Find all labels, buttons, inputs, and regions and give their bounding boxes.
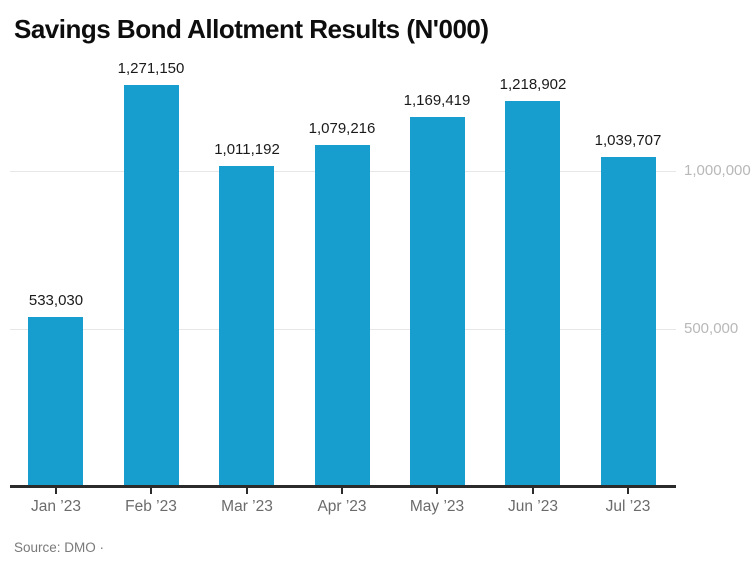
x-axis-label: Jul ’23 [605, 498, 651, 515]
x-axis-tick [532, 488, 534, 494]
y-axis-tick-label: 1,000,000 [684, 162, 751, 179]
bar [315, 145, 370, 485]
bar [505, 101, 560, 485]
x-axis-label: May ’23 [409, 498, 465, 515]
bar [410, 117, 465, 485]
x-axis-tick [150, 488, 152, 494]
x-axis-label: Apr ’23 [317, 498, 367, 515]
bar [124, 85, 179, 485]
bar-value-label: 1,271,150 [117, 60, 185, 77]
x-axis-tick [341, 488, 343, 494]
y-axis-tick-label: 500,000 [684, 320, 739, 337]
x-axis-tick [55, 488, 57, 494]
x-axis-tick [436, 488, 438, 494]
source-note: Source: DMO · [14, 540, 105, 555]
bar-value-label: 1,079,216 [308, 120, 376, 137]
x-axis-label: Jun ’23 [508, 498, 558, 515]
bar [219, 166, 274, 485]
bar-value-label: 1,218,902 [499, 76, 567, 93]
bar-value-label: 1,039,707 [594, 132, 662, 149]
x-axis-label: Feb ’23 [125, 498, 177, 515]
x-axis-line [10, 485, 676, 488]
bar-value-label: 1,011,192 [214, 141, 280, 158]
chart-title: Savings Bond Allotment Results (N'000) [14, 14, 489, 44]
x-axis-tick [627, 488, 629, 494]
x-axis-label: Mar ’23 [221, 498, 273, 515]
x-axis-label: Jan ’23 [31, 498, 81, 515]
bar [601, 157, 656, 485]
bar [28, 317, 83, 485]
bar-value-label: 533,030 [28, 292, 84, 309]
x-axis-tick [246, 488, 248, 494]
bar-value-label: 1,169,419 [403, 92, 471, 109]
